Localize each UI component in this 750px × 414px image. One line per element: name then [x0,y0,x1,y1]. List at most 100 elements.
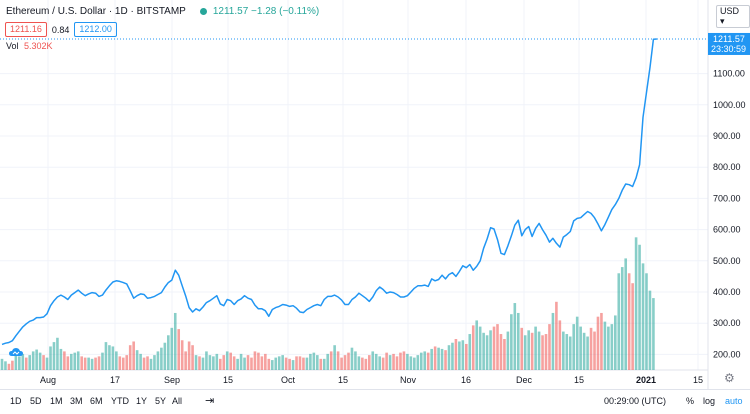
volume-bar [610,324,614,370]
volume-bar [118,356,122,370]
y-tick-label: 1100.00 [713,69,745,79]
range-5d[interactable]: 5D [30,396,42,406]
sell-button[interactable]: 1211.16 [5,22,47,37]
volume-bar [447,345,451,370]
volume-bar [225,351,229,370]
x-tick-label: 16 [461,375,471,385]
volume-bar [371,351,375,370]
auto-toggle[interactable]: auto [725,396,743,406]
volume-bar [614,315,617,370]
volume-bar [4,361,7,370]
volume-bar [374,353,378,370]
volume-bar [288,358,291,370]
volume-bar [652,298,655,370]
volume-bar [347,352,350,370]
volume-bar [139,353,142,370]
y-tick-label: 300.00 [713,318,741,328]
volume-bar [395,356,399,370]
volume-bar [433,346,437,370]
volume-bar [63,351,66,370]
buy-button[interactable]: 1212.00 [74,22,117,37]
volume-bar [73,352,77,370]
volume-bar [132,341,135,370]
volume-bar [620,267,624,370]
bottom-toolbar: 1D 5D 1M 3M 6M YTD 1Y 5Y All ⇥ 00:29:00 … [0,389,750,410]
volume-bar [319,358,323,370]
volume-bar [215,353,219,370]
y-tick-label: 400.00 [713,287,741,297]
volume-bar [163,342,167,370]
volume-bar [589,327,593,370]
utc-clock[interactable]: 00:29:00 (UTC) [604,396,667,406]
volume-bar [367,355,371,370]
volume-bar [544,334,548,370]
price-change: 1211.57 −1.28 (−0.11%) [212,6,320,17]
volume-bar [520,327,524,370]
x-tick-label: 2021 [636,375,656,385]
range-ytd[interactable]: YTD [111,396,129,406]
x-tick-label: 15 [574,375,584,385]
percent-toggle[interactable]: % [686,396,695,406]
range-6m[interactable]: 6M [90,396,103,406]
range-1d[interactable]: 1D [10,396,22,406]
volume-bar [257,352,260,370]
log-toggle[interactable]: log [703,396,716,406]
volume-bar [482,332,485,370]
volume-bar [444,350,447,370]
y-tick-label: 1000.00 [713,100,746,110]
volume-bar [222,355,226,370]
range-all[interactable]: All [172,396,183,406]
symbol-title[interactable]: Ethereum / U.S. Dollar · 1D · BITSTAMP [6,6,186,17]
volume-bar [125,355,129,370]
volume-legend: Vol 5.302K [6,41,53,51]
volume-bar [364,358,368,370]
volume-bar [523,335,527,370]
volume-bar [87,357,90,370]
volume-bar [558,320,562,370]
volume-bar [510,314,513,370]
volume-bar [624,258,627,370]
volume-bar [582,332,586,370]
range-5y[interactable]: 5Y [155,396,167,406]
volume-bar [264,353,267,370]
volume-bar [607,326,610,370]
range-3m[interactable]: 3M [70,396,83,406]
volume-value: 5.302K [24,41,53,51]
cloud-icon[interactable] [8,346,24,358]
volume-bar [478,326,482,370]
volume-bar [430,348,433,370]
gear-icon[interactable]: ⚙ [724,371,735,385]
volume-bar [451,342,454,370]
currency-selector[interactable]: USD ▾ [716,5,750,28]
volume-bar [156,351,160,370]
volume-bar [28,355,32,370]
volume-bar [229,352,232,370]
volume-bar [11,360,14,370]
y-tick-label: 700.00 [713,193,741,203]
x-tick-label: 15 [338,375,348,385]
volume-bar [291,360,295,370]
range-1m[interactable]: 1M [50,396,63,406]
volume-bar [24,357,28,370]
range-1y[interactable]: 1Y [136,396,148,406]
volume-bar [575,316,579,370]
volume-bar [534,326,537,370]
volume-bar [246,355,250,370]
date-range-icon[interactable]: ⇥ [205,395,215,407]
volume-bar [146,356,149,370]
volume-bar [513,303,517,370]
volume-bar [38,352,42,370]
x-tick-label: Dec [516,375,533,385]
volume-bar [596,316,600,370]
volume-bar [66,356,70,370]
y-tick-label: 800.00 [713,162,741,172]
volume-bar [475,320,479,370]
volume-bar [184,351,187,370]
volume-bar [537,331,541,370]
volume-bar [201,357,205,370]
volume-bar [94,357,97,370]
volume-bar [194,355,198,370]
volume-bar [506,331,510,370]
